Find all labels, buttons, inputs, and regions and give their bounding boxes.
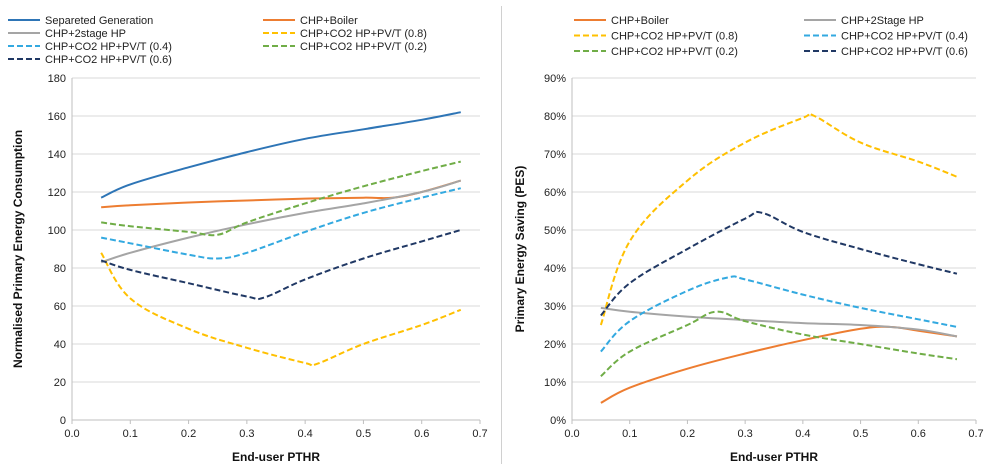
right-legend-item-3: CHP+CO2 HP+PV/T (0.8) <box>574 31 738 43</box>
right-series-line-4 <box>600 275 958 353</box>
right-legend-label: CHP+CO2 HP+PV/T (0.6) <box>841 46 968 58</box>
left-y-tick-label: 20 <box>54 377 66 389</box>
left-legend-label: CHP+CO2 HP+PV/T (0.6) <box>45 54 172 66</box>
right-y-axis-title: Primary Energy Saving (PES) <box>513 166 527 333</box>
left-y-tick-label: 80 <box>54 263 66 275</box>
left-x-tick-label: 0.6 <box>414 428 429 440</box>
left-x-tick-label: 0.5 <box>356 428 371 440</box>
left-series-line-5 <box>100 187 462 260</box>
left-y-tick-label: 180 <box>48 73 66 85</box>
left-legend-label: Separeted Generation <box>45 15 153 27</box>
right-x-tick-label: 0.6 <box>911 428 926 440</box>
chart-panel-left: 0 20 40 60 80 100 120 140 160 180 0.0 0.1 0.2 0.3 0.4 0… <box>8 15 488 464</box>
left-legend-item-1: Separeted Generation <box>8 15 153 27</box>
chart-left-svg: 0 20 40 60 80 100 120 140 160 180 0.0 0.1 0.2 0.3 0.4 0… <box>8 15 488 464</box>
right-y-tick-label: 10% <box>544 377 566 389</box>
right-x-tick-label: 0.5 <box>853 428 868 440</box>
right-x-axis-title: End-user PTHR <box>730 450 818 464</box>
right-y-tick-label: 60% <box>544 187 566 199</box>
right-legend-label: CHP+CO2 HP+PV/T (0.2) <box>611 46 738 58</box>
left-legend-label: CHP+CO2 HP+PV/T (0.4) <box>45 41 172 53</box>
right-legend-item-4: CHP+CO2 HP+PV/T (0.4) <box>804 31 968 43</box>
right-legend-label: CHP+CO2 HP+PV/T (0.4) <box>841 31 968 43</box>
right-x-tick-label: 0.1 <box>622 428 637 440</box>
left-y-axis-title: Normalised Primary Energy Consumption <box>11 130 25 368</box>
right-y-tick-label: 70% <box>544 149 566 161</box>
left-legend-item-3: CHP+2stage HP <box>8 28 126 40</box>
panel-divider <box>501 6 502 464</box>
right-series-line-5 <box>600 310 958 378</box>
left-x-tick-label: 0.2 <box>181 428 196 440</box>
right-y-tick-label: 50% <box>544 225 566 237</box>
left-series-line-6 <box>101 160 462 237</box>
right-legend-label: CHP+2Stage HP <box>841 15 924 27</box>
left-x-tick-label: 0.4 <box>297 428 312 440</box>
right-legend-item-6: CHP+CO2 HP+PV/T (0.6) <box>804 46 968 58</box>
left-x-tick-label: 0.7 <box>472 428 487 440</box>
left-legend-item-4: CHP+CO2 HP+PV/T (0.8) <box>263 28 427 40</box>
right-y-tick-label: 0% <box>550 415 566 427</box>
right-x-tick-label: 0.2 <box>680 428 695 440</box>
right-y-tick-label: 20% <box>544 339 566 351</box>
right-legend-item-1: CHP+Boiler <box>574 15 669 27</box>
right-x-tick-label: 0.4 <box>795 428 810 440</box>
left-legend-label: CHP+CO2 HP+PV/T (0.8) <box>300 28 427 40</box>
right-y-tick-label: 30% <box>544 301 566 313</box>
right-x-tick-label: 0.3 <box>737 428 752 440</box>
right-legend-label: CHP+CO2 HP+PV/T (0.8) <box>611 31 738 43</box>
left-y-tick-label: 100 <box>48 225 66 237</box>
left-x-tick-label: 0.3 <box>239 428 254 440</box>
right-legend-item-5: CHP+CO2 HP+PV/T (0.2) <box>574 46 738 58</box>
left-y-tick-label: 140 <box>48 149 66 161</box>
left-legend-item-2: CHP+Boiler <box>263 15 358 27</box>
right-legend-item-2: CHP+2Stage HP <box>804 15 924 27</box>
right-y-tick-label: 90% <box>544 73 566 85</box>
left-legend-label: CHP+CO2 HP+PV/T (0.2) <box>300 41 427 53</box>
right-x-tick-label: 0.0 <box>564 428 579 440</box>
right-legend-label: CHP+Boiler <box>611 15 669 27</box>
right-y-tick-label: 40% <box>544 263 566 275</box>
left-series-line-1 <box>100 111 461 199</box>
left-y-tick-label: 60 <box>54 301 66 313</box>
left-series-line-4 <box>100 252 462 367</box>
left-series-line-2 <box>101 179 462 209</box>
right-series-line-1 <box>600 325 958 404</box>
right-y-tick-label: 80% <box>544 111 566 123</box>
left-legend-item-5: CHP+CO2 HP+PV/T (0.4) <box>8 41 172 53</box>
right-series-line-3 <box>599 112 958 326</box>
left-x-axis-title: End-user PTHR <box>232 450 320 464</box>
left-x-tick-label: 0.0 <box>64 428 79 440</box>
left-series-line-7 <box>100 229 462 301</box>
left-y-tick-label: 120 <box>48 187 66 199</box>
left-y-tick-label: 160 <box>48 111 66 123</box>
right-series-line-6 <box>600 210 958 317</box>
left-y-tick-label: 40 <box>54 339 66 351</box>
left-y-tick-label: 0 <box>60 415 66 427</box>
chart-right-svg: 0% 10% 20% 30% 40% 50% 60% 70% 80% 90% 0.0 0.1 0.2 0.… <box>513 15 984 464</box>
left-series-line-3 <box>100 179 462 264</box>
right-series-line-2 <box>600 306 958 338</box>
left-legend-label: CHP+Boiler <box>300 15 358 27</box>
left-legend-label: CHP+2stage HP <box>45 28 126 40</box>
chart-panel-right: 0% 10% 20% 30% 40% 50% 60% 70% 80% 90% 0.0 0.1 0.2 0.… <box>504 0 1001 470</box>
left-x-tick-label: 0.1 <box>123 428 138 440</box>
left-legend-item-6: CHP+CO2 HP+PV/T (0.2) <box>263 41 427 53</box>
right-x-tick-label: 0.7 <box>968 428 983 440</box>
left-legend-item-7: CHP+CO2 HP+PV/T (0.6) <box>8 54 172 66</box>
